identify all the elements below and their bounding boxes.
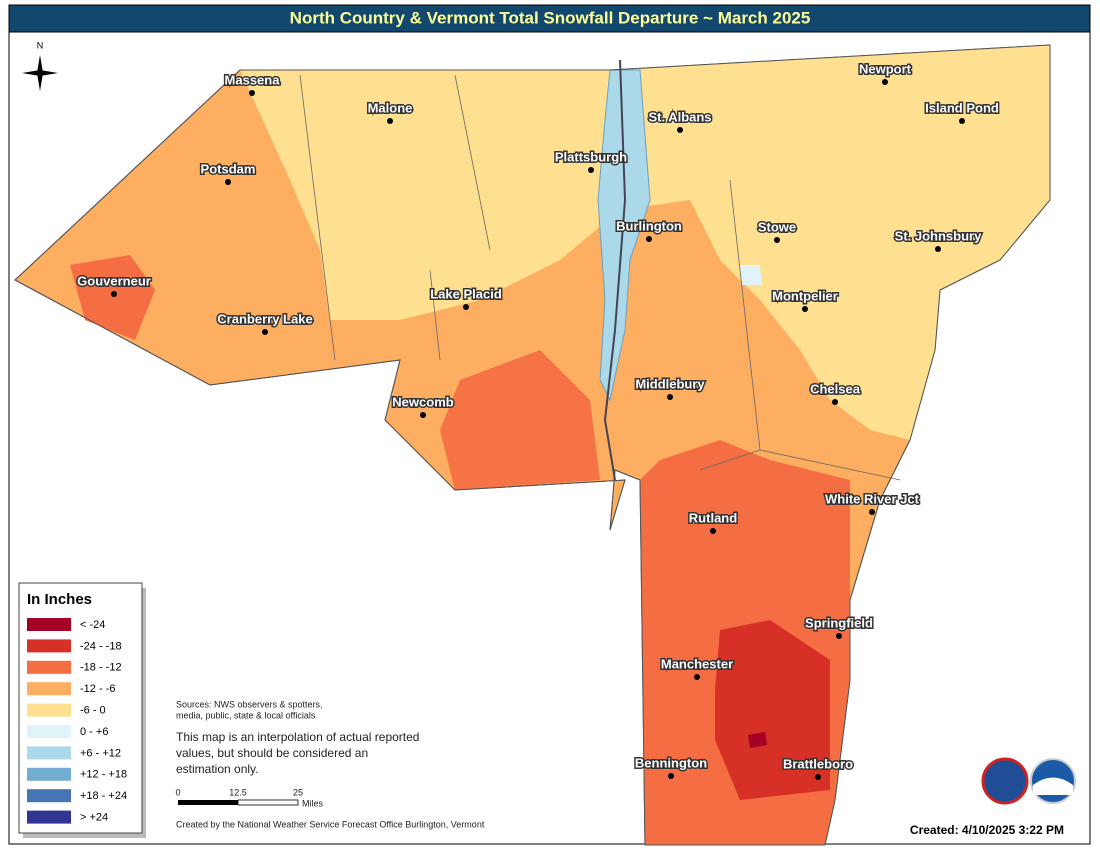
- city-label: Plattsburgh: [555, 149, 627, 164]
- city-dot: [668, 773, 674, 779]
- disclaimer-line: This map is an interpolation of actual r…: [176, 730, 419, 744]
- legend-label: -6 - 0: [80, 705, 106, 717]
- city-label: Malone: [368, 100, 413, 115]
- legend-label: +6 - +12: [80, 747, 121, 759]
- city-dot: [262, 329, 268, 335]
- city-dot: [249, 90, 255, 96]
- legend-label: 0 - +6: [80, 726, 108, 738]
- city-dot: [832, 399, 838, 405]
- legend-swatch: [27, 767, 71, 781]
- city-label: Chelsea: [810, 381, 861, 396]
- city-label: Newcomb: [392, 394, 453, 409]
- city-dot: [111, 291, 117, 297]
- city-dot: [420, 412, 426, 418]
- cities: Massena Malone St. Albans Newport Island Pon…: [76, 60, 1000, 780]
- city-label: Potsdam: [201, 161, 256, 176]
- legend-items: < -24 -24 - -18 -18 - -12 -12 - -6 -6 - 0 0 -…: [27, 618, 127, 824]
- legend-label: -12 - -6: [80, 683, 115, 695]
- legend-label: +12 - +18: [80, 769, 127, 781]
- legend-swatch: [27, 703, 71, 717]
- title: North Country & Vermont Total Snowfall D…: [290, 8, 811, 27]
- sources-line: media, public, state & local officials: [176, 710, 316, 720]
- city-label: Gouverneur: [77, 273, 151, 288]
- legend-label: -18 - -12: [80, 662, 122, 674]
- legend-label: < -24: [80, 619, 105, 631]
- legend-label: > +24: [80, 812, 108, 824]
- legend-swatch: [27, 746, 71, 760]
- city-label: St. Johnsbury: [895, 228, 982, 243]
- city-dot: [646, 236, 652, 242]
- city-dot: [802, 306, 808, 312]
- city-dot: [882, 79, 888, 85]
- scale-tick-label: 0: [175, 787, 180, 797]
- disclaimer-line: estimation only.: [176, 762, 258, 776]
- scale-tick-label: 25: [293, 787, 303, 797]
- city-label: Stowe: [758, 219, 796, 234]
- created: Created: 4/10/2025 3:22 PM: [910, 823, 1064, 837]
- city-label: Brattleboro: [783, 756, 853, 771]
- legend-label: -24 - -18: [80, 640, 122, 652]
- legend-swatch: [27, 639, 71, 653]
- city-dot: [774, 237, 780, 243]
- city-label: Manchester: [661, 656, 733, 671]
- city-label: Rutland: [689, 510, 737, 525]
- legend-swatch: [27, 660, 71, 674]
- title-bar: [8, 4, 1091, 33]
- city-dot: [588, 167, 594, 173]
- disclaimer-line: values, but should be considered an: [176, 746, 368, 760]
- compass-label: N: [37, 40, 44, 50]
- city-dot: [710, 528, 716, 534]
- compass: N: [22, 40, 58, 91]
- city-label: Newport: [859, 61, 912, 76]
- legend-label: +18 - +24: [80, 790, 127, 802]
- credit: Created by the National Weather Service …: [176, 819, 485, 829]
- city-label: Bennington: [635, 755, 707, 770]
- map-frame: [8, 31, 1091, 845]
- notes: Sources: NWS observers & spotters,media,…: [176, 699, 419, 776]
- legend-swatch: [27, 725, 71, 738]
- legend-swatch: [27, 682, 71, 696]
- city-label: Cranberry Lake: [217, 311, 312, 326]
- city-label: Massena: [225, 72, 281, 87]
- city-label: White River Jct: [825, 491, 920, 506]
- city-label: Lake Placid: [430, 286, 502, 301]
- city-dot: [935, 246, 941, 252]
- sources-line: Sources: NWS observers & spotters,: [176, 699, 323, 709]
- city-label: Burlington: [616, 218, 682, 233]
- scale-tick-label: 12.5: [229, 787, 247, 797]
- city-label: Island Pond: [925, 100, 999, 115]
- city-dot: [667, 394, 673, 400]
- city-dot: [463, 304, 469, 310]
- city-label: St. Albans: [648, 109, 711, 124]
- logos: [981, 757, 1076, 805]
- city-dot: [869, 509, 875, 515]
- legend-title: In Inches: [27, 591, 92, 608]
- scale-bar: [178, 799, 299, 806]
- legend-swatch: [27, 789, 71, 803]
- city-dot: [959, 118, 965, 124]
- city-label: Montpelier: [772, 288, 838, 303]
- city-dot: [694, 674, 700, 680]
- map-shapes: [14, 44, 1051, 846]
- legend-swatch: [27, 810, 71, 824]
- city-dot: [815, 774, 821, 780]
- city-label: Springfield: [805, 615, 873, 630]
- city-dot: [225, 179, 231, 185]
- city-dot: [836, 633, 842, 639]
- scale-unit: Miles: [302, 798, 324, 808]
- city-dot: [677, 127, 683, 133]
- legend-swatch: [27, 618, 71, 631]
- city-dot: [387, 118, 393, 124]
- city-label: Middlebury: [635, 376, 705, 391]
